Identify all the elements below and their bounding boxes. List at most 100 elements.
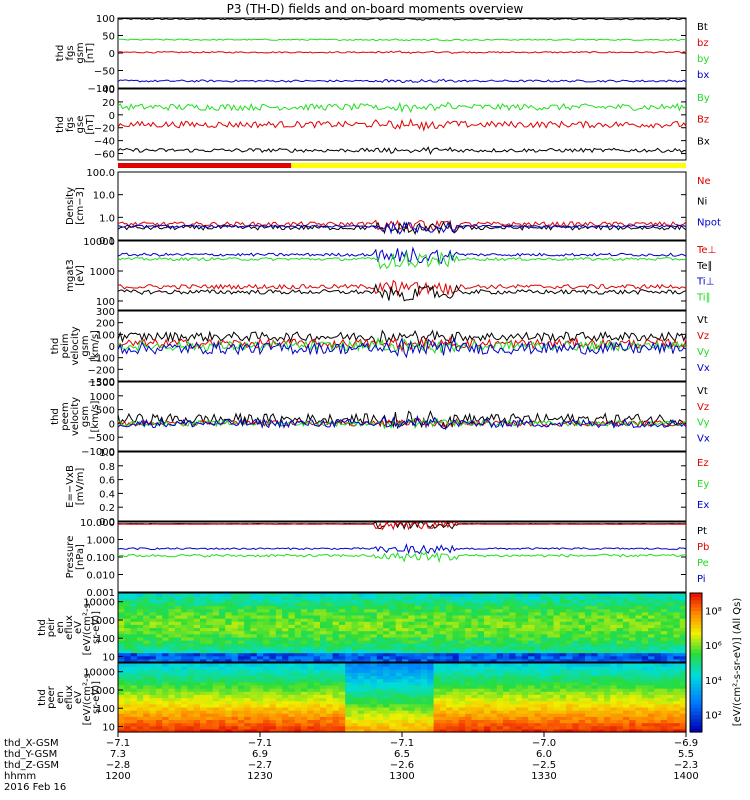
spectrogram-cell: [433, 725, 441, 730]
spectrogram-cell: [420, 646, 428, 650]
spectrogram-cell: [465, 643, 472, 647]
spectrogram-cell: [553, 697, 561, 702]
spectrogram-cell: [616, 640, 624, 644]
spectrogram-cell: [376, 608, 384, 613]
spectrogram-cell: [547, 633, 555, 638]
spectrogram-cell: [439, 593, 447, 597]
spectrogram-cell: [301, 669, 308, 673]
spectrogram-cell: [326, 697, 334, 702]
spectrogram-cell: [383, 725, 390, 730]
spectrogram-cell: [206, 678, 214, 683]
tick-label: 0.6: [99, 476, 115, 487]
spectrogram-cell: [370, 593, 378, 597]
spectrogram-cell: [641, 627, 649, 632]
spectrogram-cell: [477, 685, 485, 689]
spectrogram-cell: [420, 713, 428, 717]
spectrogram-cell: [282, 678, 289, 683]
spectrogram-cell: [225, 691, 233, 695]
spectrogram-cell: [484, 728, 491, 733]
spectrogram-cell: [616, 621, 624, 625]
spectrogram-cell: [376, 706, 384, 711]
spectrogram-cell: [168, 658, 176, 663]
spectrogram-cell: [547, 719, 555, 724]
spectrogram-cell: [414, 675, 422, 680]
spectrogram-cell: [225, 643, 233, 647]
spectrogram-cell: [616, 719, 624, 724]
axis-label: thd: [55, 116, 66, 133]
spectrogram-cell: [206, 722, 214, 727]
spectrogram-cell: [578, 655, 586, 660]
spectrogram-cell: [294, 611, 302, 616]
spectrogram-cell: [578, 615, 586, 619]
spectrogram-cell: [200, 652, 207, 657]
spectrogram-cell: [231, 703, 239, 708]
spectrogram-cell: [477, 608, 485, 613]
spectrogram-cell: [578, 669, 586, 673]
spectrogram-cell: [585, 706, 592, 711]
spectrogram-cell: [212, 666, 220, 670]
axis-label: [cm−3]: [75, 187, 86, 225]
spectrogram-cell: [345, 652, 353, 657]
spectrogram-cell: [187, 703, 195, 708]
spectrogram-cell: [553, 643, 561, 647]
spectrogram-cell: [237, 685, 245, 689]
spectrogram-cell: [553, 672, 561, 677]
spectrogram-cell: [427, 605, 435, 610]
spectrogram-cell: [237, 621, 245, 625]
spectrogram-cell: [572, 675, 580, 680]
spectrogram-cell: [174, 713, 182, 717]
spectrogram-cell: [326, 655, 334, 660]
spectrogram-cell: [225, 655, 233, 660]
spectrogram-cell: [496, 672, 504, 677]
spectrogram-cell: [200, 700, 207, 705]
spectrogram-cell: [313, 706, 321, 711]
spectrogram-cell: [320, 643, 327, 647]
spectrogram-cell: [162, 703, 170, 708]
spectrogram-cell: [604, 611, 611, 616]
spectrogram-cell: [364, 655, 371, 660]
spectrogram-cell: [338, 624, 346, 629]
spectrogram-cell: [237, 608, 245, 613]
spectrogram-cell: [155, 691, 163, 695]
spectrogram-cell: [503, 627, 510, 632]
spectrogram-cell: [282, 608, 289, 613]
spectrogram-cell: [471, 722, 479, 727]
tick-label: 10.0: [93, 191, 115, 202]
spectrogram-cell: [408, 722, 416, 727]
spectrogram-cell: [641, 694, 649, 699]
spectrogram-cell: [679, 691, 687, 695]
spectrogram-cell: [124, 649, 132, 654]
spectrogram-cell: [174, 649, 182, 654]
spectrogram-cell: [143, 685, 151, 689]
spectrogram-cell: [143, 669, 151, 673]
spectrogram-cell: [521, 681, 529, 686]
spectrogram-cell: [389, 627, 397, 632]
spectrogram-cell: [193, 669, 201, 673]
spectrogram-cell: [465, 646, 472, 650]
spectrogram-cell: [395, 646, 403, 650]
spectrogram-cell: [338, 643, 346, 647]
spectrogram-cell: [622, 719, 630, 724]
spectrogram-cell: [679, 658, 687, 663]
spectrogram-cell: [490, 640, 498, 644]
spectrogram-cell: [275, 655, 283, 660]
spectrogram-cell: [136, 719, 144, 724]
spectrogram-cell: [515, 691, 523, 695]
spectrogram-cell: [553, 691, 561, 695]
spectrogram-cell: [345, 649, 353, 654]
spectrogram-cell: [534, 681, 542, 686]
spectrogram-cell: [124, 627, 132, 632]
tick-label: −100: [88, 84, 115, 95]
spectrogram-cell: [301, 688, 308, 692]
panel-frame-density: [117, 171, 687, 241]
spectrogram-cell: [389, 681, 397, 686]
spectrogram-cell: [402, 596, 409, 600]
spectrogram-cell: [622, 722, 630, 727]
spectrogram-cell: [515, 658, 523, 663]
spectrogram-cell: [402, 728, 409, 733]
spectrogram-cell: [509, 669, 517, 673]
spectrogram-cell: [212, 636, 220, 641]
spectrogram-cell: [572, 725, 580, 730]
spectrogram-cell: [534, 655, 542, 660]
spectrogram-cell: [452, 649, 460, 654]
